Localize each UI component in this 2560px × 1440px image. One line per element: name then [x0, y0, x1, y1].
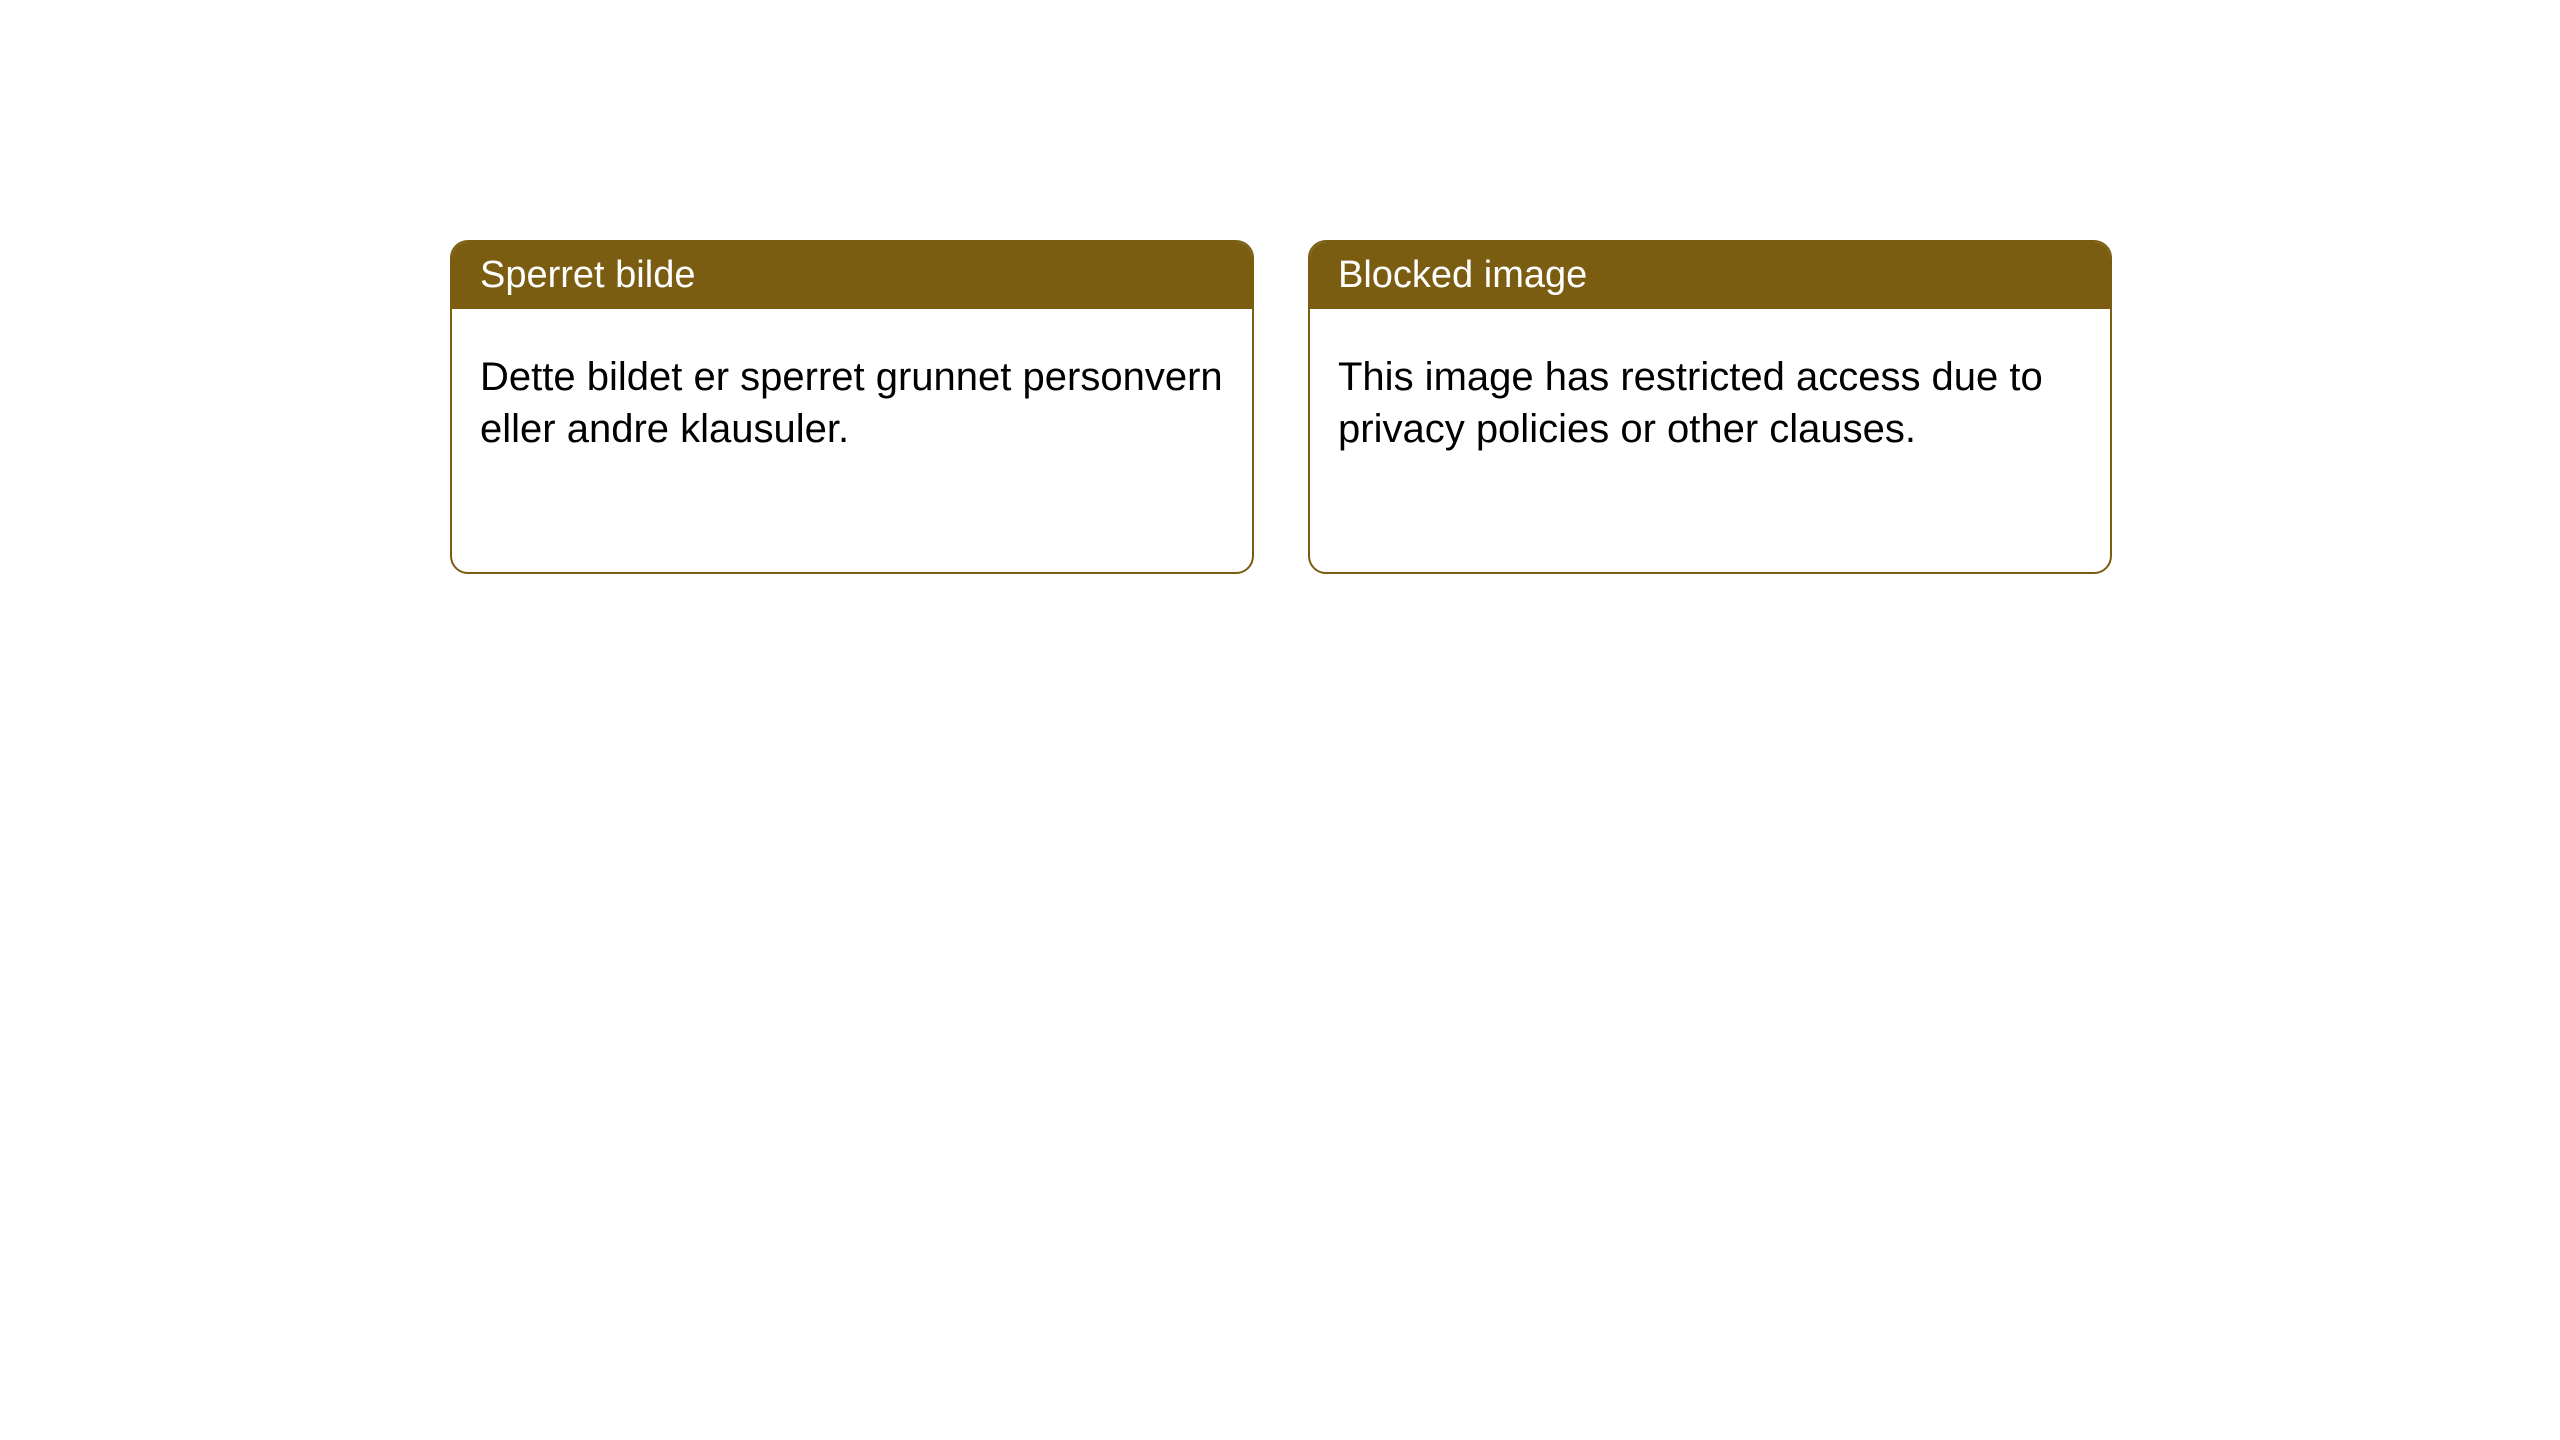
cards-container: Sperret bilde Dette bildet er sperret gr…	[0, 0, 2560, 574]
card-body-norwegian: Dette bildet er sperret grunnet personve…	[452, 309, 1252, 497]
card-header-norwegian: Sperret bilde	[452, 242, 1252, 309]
card-english: Blocked image This image has restricted …	[1308, 240, 2112, 574]
card-body-english: This image has restricted access due to …	[1310, 309, 2110, 497]
card-header-english: Blocked image	[1310, 242, 2110, 309]
card-norwegian: Sperret bilde Dette bildet er sperret gr…	[450, 240, 1254, 574]
